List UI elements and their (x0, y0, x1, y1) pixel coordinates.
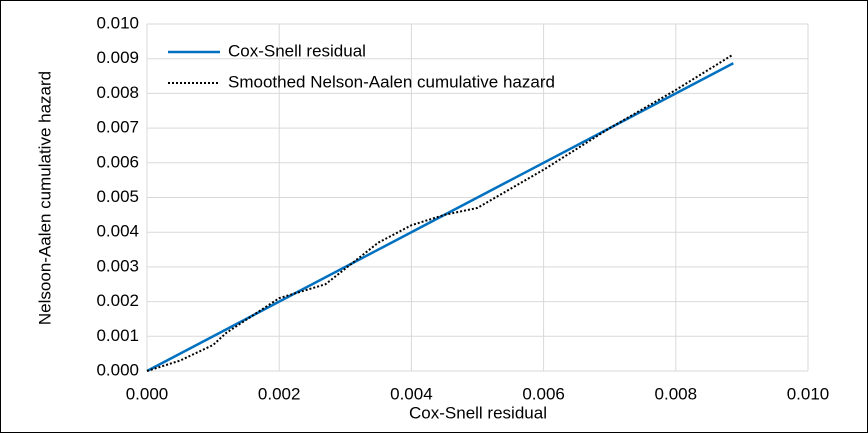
y-tick-label: 0.006 (96, 152, 139, 171)
x-tick-label: 0.010 (787, 384, 830, 403)
x-axis-label: Cox-Snell residual (409, 403, 547, 422)
legend-label: Cox-Snell residual (228, 41, 366, 60)
y-tick-label: 0.004 (96, 222, 139, 241)
legend-label: Smoothed Nelson-Aalen cumulative hazard (228, 72, 555, 91)
x-tick-label: 0.004 (390, 384, 433, 403)
y-tick-label: 0.005 (96, 187, 139, 206)
x-tick-label: 0.008 (655, 384, 698, 403)
y-tick-label: 0.003 (96, 256, 139, 275)
y-tick-label: 0.008 (96, 83, 139, 102)
y-tick-label: 0.009 (96, 48, 139, 67)
y-tick-label: 0.010 (96, 13, 139, 32)
x-tick-label: 0.006 (522, 384, 565, 403)
y-tick-label: 0.007 (96, 118, 139, 137)
x-tick-label: 0.000 (126, 384, 169, 403)
y-tick-label: 0.002 (96, 291, 139, 310)
x-tick-label: 0.002 (258, 384, 301, 403)
y-tick-label: 0.001 (96, 326, 139, 345)
series-line (146, 62, 734, 373)
y-axis-label: Nelsoon-Aalen cumulative hazard (35, 71, 54, 325)
y-tick-label: 0.000 (96, 360, 139, 379)
